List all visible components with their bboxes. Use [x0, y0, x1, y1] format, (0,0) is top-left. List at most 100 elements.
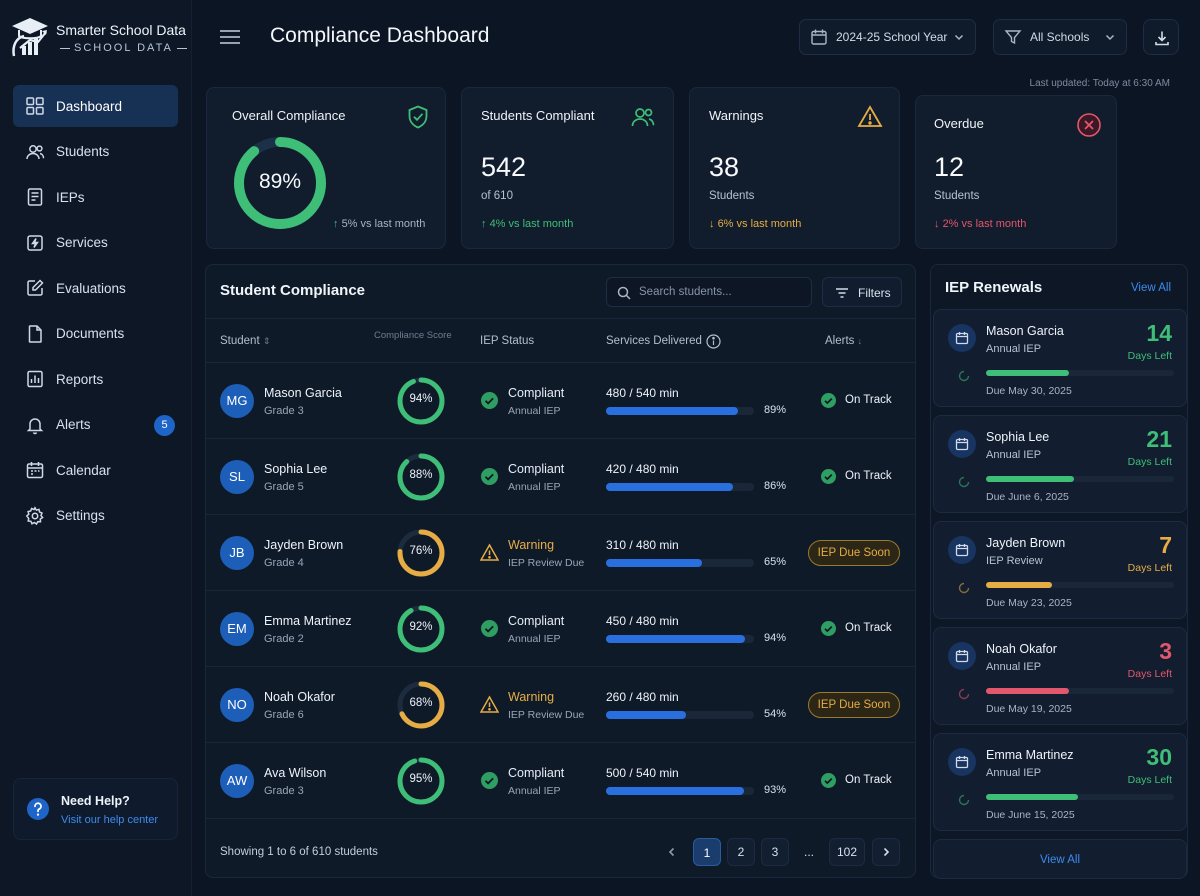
compliance-score-ring [397, 453, 445, 501]
search-input[interactable] [639, 278, 807, 306]
renewal-type: Annual IEP [986, 767, 1042, 779]
pagination-prev-button[interactable] [658, 838, 686, 866]
services-percent: 93% [764, 784, 787, 796]
pagination-page-last[interactable]: 102 [829, 838, 865, 866]
student-name[interactable]: Noah Okafor [264, 690, 335, 704]
warnings-trend: ↓ 6% vs last month [709, 218, 802, 230]
last-updated-text: Last updated: Today at 6:30 AM [1029, 78, 1170, 89]
services-progress-fill [606, 787, 744, 795]
compliance-score-arc [397, 605, 445, 653]
overall-trend-text: 5% vs last month [341, 218, 426, 230]
renewal-card[interactable]: Noah Okafor Annual IEP 3 Days Left Due May 1… [933, 627, 1187, 725]
iep-status-label: Warning [508, 690, 555, 704]
sidebar-item-settings[interactable]: Settings [13, 495, 178, 537]
table-row[interactable]: EM Emma Martinez Grade 2 92% Compliant Annual… [206, 591, 916, 667]
alert-badge[interactable]: IEP Due Soon [808, 692, 900, 718]
filters-button[interactable]: Filters [822, 277, 902, 307]
table-row[interactable]: JB Jayden Brown Grade 4 76% Warning IEP Revie… [206, 515, 916, 591]
brand-logo[interactable]: Smarter School Data SCHOOL DATA [10, 14, 192, 64]
renewal-card[interactable]: Mason Garcia Annual IEP 14 Days Left Due May… [933, 309, 1187, 407]
compliance-score-value: 92% [409, 621, 433, 633]
overdue-card: Overdue 12 Students ↓ 2% vs last month [915, 95, 1117, 249]
renewal-card[interactable]: Jayden Brown IEP Review 7 Days Left Due May … [933, 521, 1187, 619]
school-filter-value: All Schools [1030, 30, 1090, 44]
renewal-icon-badge [948, 642, 976, 670]
help-center-link[interactable]: Visit our help center [61, 814, 159, 826]
column-services[interactable]: Services Delivered [606, 335, 702, 347]
avatar: MG [220, 384, 254, 418]
renewals-view-all-button[interactable]: View All [933, 839, 1187, 879]
compliance-score-value: 94% [409, 393, 433, 405]
renewal-type: Annual IEP [986, 343, 1042, 355]
renewal-days-count: 7 [1159, 532, 1172, 558]
school-year-select[interactable]: 2024-25 School Year [799, 19, 976, 55]
card-title: Students Compliant [481, 108, 595, 123]
column-compliance-score[interactable]: Compliance Score [374, 330, 452, 341]
alert-badge[interactable]: IEP Due Soon [808, 540, 900, 566]
info-icon[interactable] [706, 334, 721, 349]
compliance-score-value: 88% [409, 469, 433, 481]
column-alerts[interactable]: Alerts ↓ [825, 335, 863, 347]
renewal-card[interactable]: Sophia Lee Annual IEP 21 Days Left Due June … [933, 415, 1187, 513]
renewal-card[interactable]: Emma Martinez Annual IEP 30 Days Left Due Ju… [933, 733, 1187, 831]
renewal-progress-bar [986, 476, 1174, 482]
renewal-days-count: 3 [1159, 638, 1172, 664]
download-button[interactable] [1143, 19, 1179, 55]
student-name[interactable]: Ava Wilson [264, 766, 327, 780]
renewal-due-date: Due May 30, 2025 [986, 385, 1072, 397]
student-grade: Grade 6 [264, 709, 304, 721]
column-iep-status[interactable]: IEP Status [480, 335, 535, 347]
pagination-ellipsis: ... [803, 845, 814, 859]
sidebar-item-reports[interactable]: Reports [13, 358, 178, 400]
table-row[interactable]: NO Noah Okafor Grade 6 68% Warning IEP Review… [206, 667, 916, 743]
sidebar-item-calendar[interactable]: Calendar [13, 449, 178, 491]
renewal-student-name: Emma Martinez [986, 748, 1074, 762]
table-row[interactable]: AW Ava Wilson Grade 3 95% Compliant Annual IE… [206, 743, 916, 819]
iep-renewals-panel: IEP Renewals View All Mason Garcia Annual… [930, 264, 1188, 879]
reports-icon [27, 370, 43, 388]
sidebar-item-label: Evaluations [56, 280, 126, 296]
sidebar-item-documents[interactable]: Documents [13, 313, 178, 355]
sidebar-item-alerts[interactable]: Alerts 5 [13, 404, 178, 446]
pagination-next-button[interactable] [872, 838, 900, 866]
warning-triangle-icon [480, 543, 499, 561]
student-name[interactable]: Sophia Lee [264, 462, 328, 476]
renewal-progress-fill [986, 370, 1069, 376]
table-header: Student ⇕ Compliance Score IEP Status Se… [206, 318, 916, 363]
renewal-days-label: Days Left [1127, 562, 1172, 574]
sidebar-item-label: Dashboard [56, 98, 123, 114]
sort-icon: ⇕ [262, 336, 271, 346]
pagination-page-1[interactable]: 1 [693, 838, 721, 866]
student-grade: Grade 5 [264, 481, 304, 493]
sidebar-item-ieps[interactable]: IEPs [13, 176, 178, 218]
check-circle-icon [481, 620, 498, 637]
renewals-view-all-link[interactable]: View All [1130, 282, 1171, 294]
compliance-score-arc [397, 453, 445, 501]
pagination-page-2[interactable]: 2 [727, 838, 755, 866]
sidebar-item-label: Calendar [56, 462, 111, 478]
sidebar-item-students[interactable]: Students [13, 131, 178, 173]
student-name[interactable]: Jayden Brown [264, 538, 344, 552]
table-row[interactable]: MG Mason Garcia Grade 3 94% Compliant Annual … [206, 363, 916, 439]
users-icon [631, 108, 655, 127]
student-name[interactable]: Emma Martinez [264, 614, 352, 628]
sidebar-item-evaluations[interactable]: Evaluations [13, 267, 178, 309]
sidebar-item-label: Alerts [56, 417, 91, 432]
renewal-progress-fill [986, 688, 1069, 694]
student-name[interactable]: Mason Garcia [264, 386, 342, 400]
chevron-down-icon [1105, 34, 1115, 41]
alert-label: On Track [845, 622, 892, 634]
panel-title: Student Compliance [220, 282, 366, 299]
pagination-page-3[interactable]: 3 [761, 838, 789, 866]
compliant-total: of 610 [481, 190, 513, 202]
filter-lines-icon [836, 288, 848, 298]
sidebar-item-dashboard[interactable]: Dashboard [13, 85, 178, 127]
school-filter-select[interactable]: All Schools [993, 19, 1127, 55]
renewal-progress-bar [986, 582, 1174, 588]
sidebar-item-services[interactable]: Services [13, 222, 178, 264]
card-title: Overall Compliance [232, 108, 346, 123]
column-student[interactable]: Student ⇕ [220, 335, 271, 347]
renewal-days-count: 21 [1146, 426, 1172, 452]
hamburger-menu-button[interactable] [218, 26, 242, 48]
table-row[interactable]: SL Sophia Lee Grade 5 88% Compliant Annual IE… [206, 439, 916, 515]
